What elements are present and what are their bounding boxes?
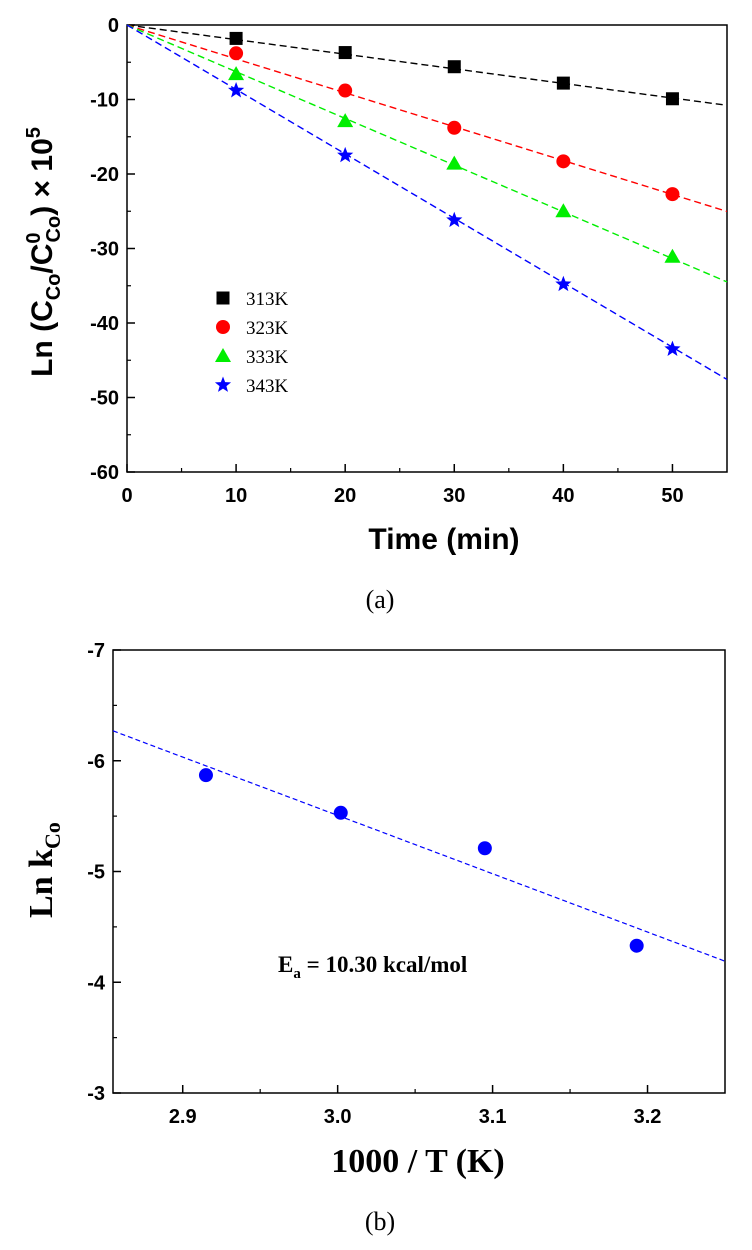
data-point-333K [228,66,245,81]
data-point-313K [665,92,679,106]
data-point-323K [338,83,353,98]
legend-label-333K: 333K [246,347,289,368]
x-tick-label-b: 3.1 [479,1106,507,1128]
legend-label-313K: 313K [246,289,289,310]
y-ticks-b: -7 -6 -5 -4 -3 [87,640,121,1105]
y-title-a-suffix: ) × 10 [26,138,59,216]
data-point-323K [447,120,462,135]
y-title-a-sub2: Co [43,216,65,243]
x-axis-title-a: Time (min) [368,523,519,556]
caption-a: (a) [366,585,395,614]
y-title-a-mid: /C [26,244,59,274]
fit-line-arrhenius [112,730,726,962]
fit-line-323K [126,24,728,213]
x-tick-label-b: 3.2 [634,1106,662,1128]
data-point-arrhenius [198,768,213,783]
y-tick-label-a: -50 [90,388,119,410]
x-ticks-b: 2.9 3.0 3.1 3.2 [169,1085,662,1128]
annotation-main: E [278,952,293,977]
data-point-343K [228,82,245,98]
legend-marker-333K [215,348,231,362]
y-title-a-exp: 5 [23,127,45,138]
y-tick-label-a: -10 [90,90,119,112]
data-point-333K [555,203,572,218]
data-point-323K [665,187,680,202]
annotation-activation-energy: Ea = 10.30 kcal/mol [278,952,467,982]
y-title-a-sub1: Co [43,274,65,301]
x-tick-label-a: 10 [225,485,247,507]
x-axis-title-b: 1000 / T (K) [331,1143,505,1180]
legend-label-343K: 343K [246,376,289,397]
x-tick-label-a: 50 [661,485,683,507]
y-tick-label-b: -3 [87,1083,105,1105]
x-ticks-a: 0 10 20 30 40 50 [121,464,684,507]
fit-line-343K [126,24,728,381]
data-point-323K [556,154,571,169]
x-tick-label-a: 0 [121,485,132,507]
x-tick-label-a: 40 [552,485,574,507]
plot-frame-b [112,649,726,1094]
data-point-333K [446,155,463,170]
annotation-sub: a [293,966,301,982]
fit-line-b [112,730,726,962]
y-axis-title-a: Ln (CCo/C0Co) × 105 [23,127,65,377]
data-point-313K [447,60,461,74]
fit-line-313K [126,24,728,107]
y-title-a-prefix: Ln (C [26,300,59,377]
y-tick-label-b: -5 [87,862,105,884]
y-tick-label-a: -60 [90,462,119,484]
data-point-323K [229,46,244,61]
legend-label-323K: 323K [246,318,289,339]
y-tick-label-b: -6 [87,751,105,773]
y-tick-label-b: -7 [87,640,105,662]
x-tick-label-a: 30 [443,485,465,507]
data-point-343K [664,340,681,356]
y-tick-label-b: -4 [87,972,106,994]
legend-marker-343K [214,376,232,392]
x-tick-label-b: 2.9 [169,1106,197,1128]
data-point-333K [337,113,354,128]
data-point-arrhenius [333,805,348,820]
fit-line-333K [126,24,728,283]
data-point-arrhenius [477,841,492,856]
panel-b: 2.9 3.0 3.1 3.2 -7 -6 -5 -4 -3 Ea = 10.30 kcal/… [23,640,726,1236]
y-title-a-sup: 0 [23,232,45,243]
legend-marker-313K [216,291,230,305]
plot-frame-a [126,24,728,473]
y-tick-label-a: -30 [90,239,119,261]
caption-b: (b) [365,1207,395,1236]
data-point-arrhenius [629,938,644,953]
data-point-343K [555,275,572,292]
data-point-313K [556,76,570,90]
y-tick-label-a: 0 [108,15,119,37]
fit-lines-a [126,24,728,381]
data-point-343K [337,146,354,163]
panel-a: 0 10 20 30 40 50 0-10-20-30-40-50-60 313K323K… [23,15,728,614]
y-title-b-sub: Co [40,822,65,849]
y-ticks-a: 0 -10 -20 -30 -40 -50 -60 [90,15,135,484]
data-point-333K [664,248,681,263]
data-point-343K [446,211,463,228]
data-markers-b [198,768,644,953]
y-tick-label-a: -20 [90,164,119,186]
x-tick-label-a: 20 [334,485,356,507]
data-point-313K [338,46,352,60]
data-markers-a [228,31,681,356]
y-axis-title-b: Ln kCo [23,822,65,918]
x-tick-label-b: 3.0 [324,1106,352,1128]
y-title-b-prefix: Ln k [23,849,60,918]
y-tick-label-a: -40 [90,313,119,335]
annotation-rest: = 10.30 kcal/mol [301,952,467,977]
data-point-313K [229,31,243,45]
legend-a: 313K 323K 333K 343K [214,289,289,397]
legend-marker-323K [216,320,230,334]
